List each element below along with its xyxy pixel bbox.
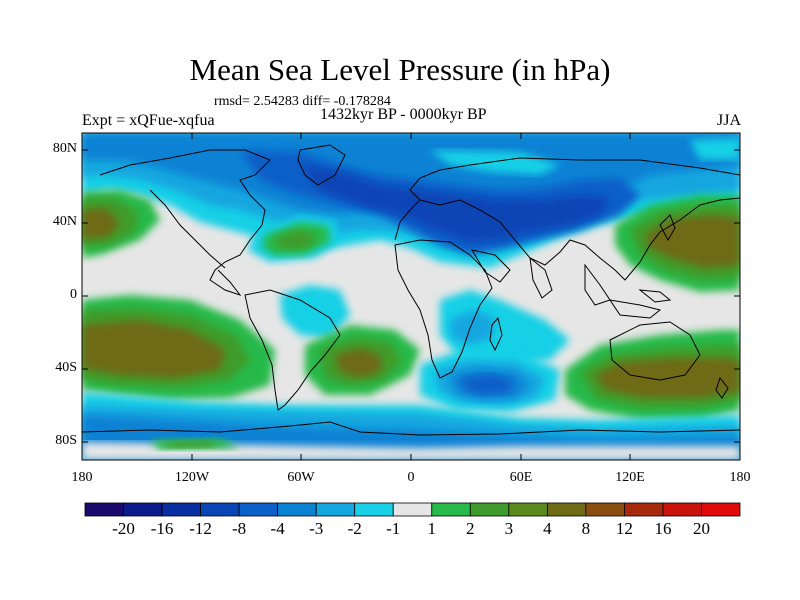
colorbar-tick-label: -12 xyxy=(189,519,212,538)
colorbar-tick-label: -16 xyxy=(150,519,174,538)
colorbar-swatch xyxy=(585,502,625,517)
colorbar xyxy=(84,502,741,517)
colorbar-swatch xyxy=(701,502,741,517)
colorbar-tick-label: -2 xyxy=(347,519,362,538)
period-label: 1432kyr BP - 0000kyr BP xyxy=(320,106,487,123)
lat-label-40n: 40N xyxy=(52,214,77,229)
lat-label-0: 0 xyxy=(70,287,77,302)
colorbar-swatch xyxy=(624,502,664,517)
colorbar-tick-label: -1 xyxy=(386,519,401,538)
axis-ticks xyxy=(81,133,741,460)
map-title: Mean Sea Level Pressure (in hPa) xyxy=(189,52,611,87)
lon-label-120e: 120E xyxy=(615,470,645,485)
colorbar-swatch xyxy=(277,502,317,517)
colorbar-swatch xyxy=(546,502,587,517)
colorbar-swatch xyxy=(431,502,471,517)
lon-label-60e: 60E xyxy=(509,470,533,485)
lon-label-120w: 120W xyxy=(174,470,210,485)
lon-label-60w: 60W xyxy=(287,470,315,485)
contour-field xyxy=(82,133,740,460)
colorbar-tick-label: -20 xyxy=(112,519,135,538)
colorbar-swatch xyxy=(392,502,433,517)
colorbar-tick-label: -8 xyxy=(232,519,247,538)
coastlines xyxy=(82,144,740,436)
colorbar-tick-label: 12 xyxy=(615,519,633,538)
lat-label-80n: 80N xyxy=(52,141,77,156)
colorbar-swatch xyxy=(161,502,201,517)
lon-label-180w: 180 xyxy=(71,470,93,485)
colorbar-swatch xyxy=(200,502,240,517)
stats-text: rmsd= 2.54283 diff= -0.178284 xyxy=(214,94,391,109)
season-label: JJA xyxy=(717,112,742,129)
colorbar-tick-label: 2 xyxy=(466,519,475,538)
colorbar-swatch xyxy=(123,502,163,517)
colorbar-swatch xyxy=(238,502,279,517)
colorbar-tick-label: 1 xyxy=(427,519,437,538)
colorbar-tick-label: -4 xyxy=(270,519,285,538)
colorbar-swatch xyxy=(84,502,124,517)
colorbar-swatch xyxy=(508,502,548,517)
colorbar-swatch xyxy=(354,502,394,517)
colorbar-swatch xyxy=(469,502,510,517)
colorbar-tick-label: 16 xyxy=(654,519,672,538)
lon-label-0: 0 xyxy=(407,470,415,485)
experiment-label: Expt = xQFue-xqfua xyxy=(82,112,215,129)
lat-label-40s: 40S xyxy=(55,360,77,375)
colorbar-tick-label: 4 xyxy=(543,519,552,538)
colorbar-swatch xyxy=(315,502,356,517)
colorbar-tick-label: -3 xyxy=(309,519,324,538)
lon-label-180e: 180 xyxy=(729,470,751,485)
colorbar-tick-label: 20 xyxy=(692,519,710,538)
colorbar-tick-label: 3 xyxy=(504,519,514,538)
colorbar-swatch xyxy=(662,502,702,517)
lat-label-80s: 80S xyxy=(55,433,77,448)
colorbar-tick-label: 8 xyxy=(581,519,591,538)
